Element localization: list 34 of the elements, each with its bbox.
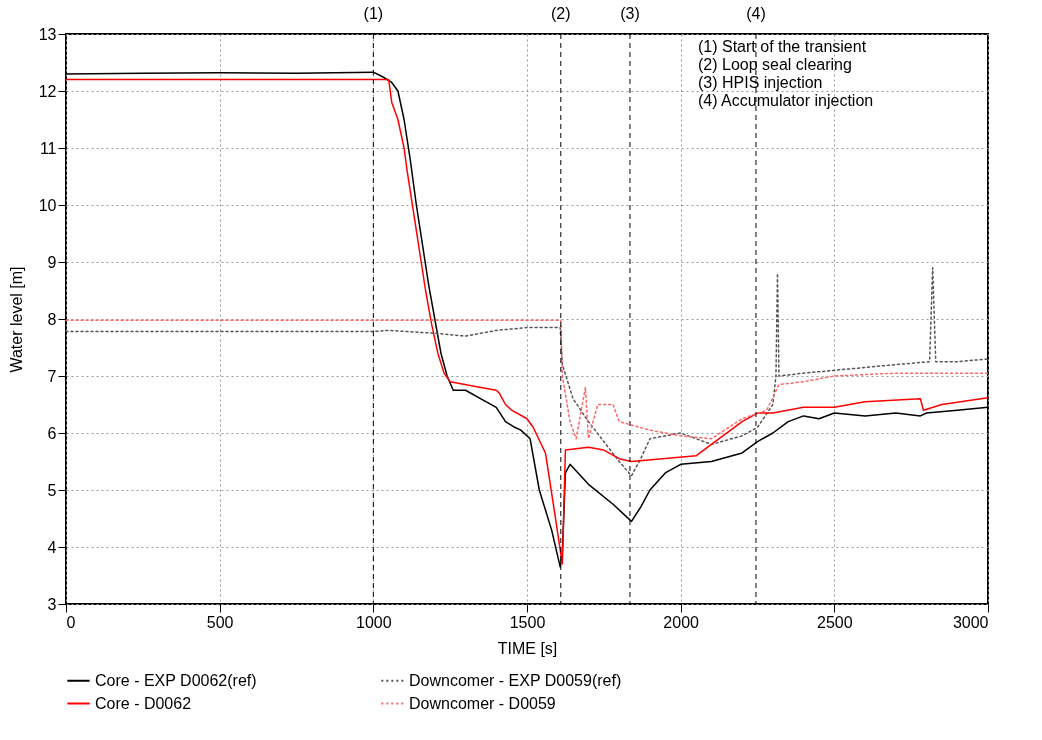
y-tick-label: 8 — [47, 310, 57, 328]
annotation: (1) — [363, 5, 384, 22]
y-tick-label: 5 — [47, 481, 57, 499]
legend-label: Core - D0062 — [95, 694, 192, 712]
x-tick-label: 2000 — [663, 613, 700, 631]
x-tick-label: 1000 — [356, 613, 392, 631]
legend-label: Downcomer - EXP D0059(ref) — [409, 671, 622, 689]
line-series — [65, 319, 989, 440]
x-axis-title: TIME [s] — [497, 639, 558, 657]
y-tick-label: 11 — [39, 139, 57, 157]
x-tick-label: 0 — [66, 613, 76, 631]
annotation: (1) Start of the transient — [698, 37, 867, 55]
y-tick-label: 10 — [38, 196, 57, 214]
annotation: (2) Loop seal clearing — [698, 55, 852, 73]
annotation: (3) HPIS injection — [698, 73, 823, 91]
y-axis-title: Water level [m] — [7, 266, 25, 373]
y-tick-label: 12 — [38, 82, 57, 100]
annotation: (2) — [551, 5, 571, 22]
y-tick-label: 4 — [47, 538, 57, 556]
legend-label: Downcomer - D0059 — [409, 694, 556, 712]
y-tick-label: 9 — [47, 253, 57, 271]
x-tick-label: 1500 — [509, 613, 546, 631]
x-tick-label: 3000 — [952, 613, 989, 631]
legend-label: Core - EXP D0062(ref) — [95, 671, 257, 689]
x-tick-label: 2500 — [817, 613, 853, 631]
y-tick-label: 3 — [47, 595, 57, 613]
annotation: (4) Accumulator injection — [698, 91, 874, 109]
annotation: (3) — [620, 5, 640, 22]
line-series — [65, 266, 989, 477]
y-tick-label: 13 — [38, 25, 57, 43]
annotation: (4) — [746, 5, 766, 22]
y-tick-label: 7 — [47, 367, 57, 385]
x-tick-label: 500 — [206, 613, 234, 631]
y-tick-label: 6 — [47, 424, 57, 442]
